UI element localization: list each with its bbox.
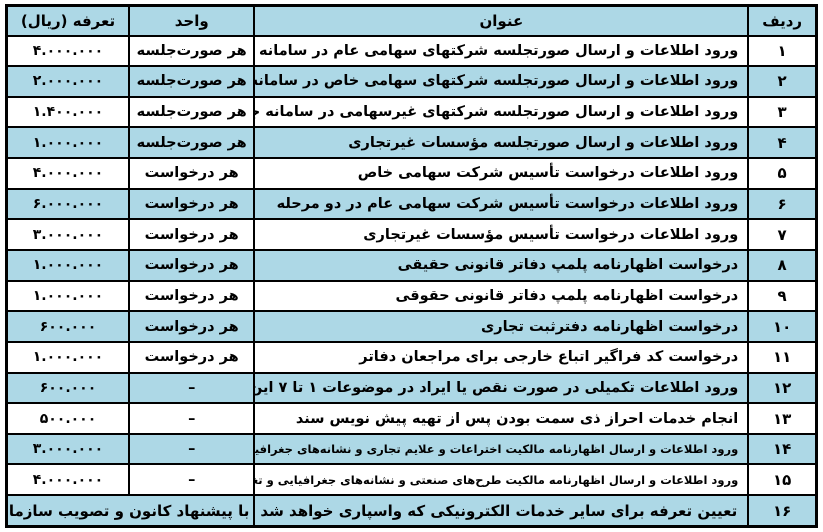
tariff-cell: ۱.۰۰۰.۰۰۰ xyxy=(5,126,130,160)
row-number-cell: ۷ xyxy=(747,218,818,251)
title-cell: ورود اطلاعات درخواست تأسیس شرکت سهامی خا… xyxy=(253,157,750,190)
title-cell: ورود اطلاعات و ارسال صورتجلسه شرکتهای سه… xyxy=(253,34,750,68)
row-number-cell: ۱۳ xyxy=(747,402,818,435)
unit-cell: – xyxy=(127,432,256,466)
tariff-cell: ۱.۴۰۰.۰۰۰ xyxy=(5,95,130,129)
title-cell: ورود اطلاعات و ارسال اظهارنامه مالکیت اخ… xyxy=(253,432,750,466)
tariff-cell: ۴.۰۰۰.۰۰۰ xyxy=(5,34,130,68)
tariff-table: ردیف عنوان واحد تعرفه (ریال) ۱ ورود اطلاع… xyxy=(5,4,818,528)
row-number-cell: ۶ xyxy=(747,187,818,221)
row-number-cell: ۱۰ xyxy=(747,310,818,343)
title-cell: تعیین تعرفه برای سایر خدمات الکترونیکی ک… xyxy=(253,494,750,528)
table-body: ۱ ورود اطلاعات و ارسال صورتجلسه شرکتهای س… xyxy=(5,34,818,528)
tariff-cell: ۲.۰۰۰.۰۰۰ xyxy=(5,65,130,98)
table-header-row: ردیف عنوان واحد تعرفه (ریال) xyxy=(5,4,818,37)
table-row: ۱۵ ورود اطلاعات و ارسال اظهارنامه مالکیت … xyxy=(5,463,818,497)
row-number-cell: ۱۲ xyxy=(747,371,818,405)
row-number-cell: ۱۱ xyxy=(747,340,818,374)
title-cell: ورود اطلاعات تکمیلی در صورت نقص یا ایراد… xyxy=(253,371,750,405)
table-row: ۱۱ درخواست کد فراگیر اتباع خارجی برای مرا… xyxy=(5,340,818,374)
table-row: ۴ ورود اطلاعات و ارسال صورتجلسه مؤسسات غی… xyxy=(5,126,818,160)
unit-cell: هر درخواست xyxy=(127,248,256,282)
title-cell: درخواست اظهارنامه پلمپ دفاتر قانونی حقیق… xyxy=(253,248,750,282)
row-number-cell: ۱۶ xyxy=(747,494,818,528)
header-row-number: ردیف xyxy=(747,4,818,37)
table-row: ۱۳ انجام خدمات احراز ذی سمت بودن پس از ته… xyxy=(5,402,818,435)
unit-cell: هر صورت‌جلسه xyxy=(127,65,256,98)
table-row: ۱۰ درخواست اظهارنامه دفترثبت تجاری هر درخو… xyxy=(5,310,818,343)
unit-cell: هر درخواست xyxy=(127,187,256,221)
table-row: ۷ ورود اطلاعات درخواست تأسیس مؤسسات غیرتج… xyxy=(5,218,818,251)
title-cell: ورود اطلاعات و ارسال صورتجلسه شرکتهای غی… xyxy=(253,95,750,129)
tariff-cell: ۶.۰۰۰.۰۰۰ xyxy=(5,187,130,221)
title-cell: درخواست کد فراگیر اتباع خارجی برای مراجع… xyxy=(253,340,750,374)
tariff-cell: ۵۰۰.۰۰۰ xyxy=(5,402,130,435)
title-cell: ورود اطلاعات و ارسال اظهارنامه مالکیت طر… xyxy=(253,463,750,497)
row-number-cell: ۱۴ xyxy=(747,432,818,466)
row-number-cell: ۹ xyxy=(747,279,818,313)
unit-cell: هر صورت‌جلسه xyxy=(127,34,256,68)
title-cell: ورود اطلاعات درخواست تأسیس مؤسسات غیرتجا… xyxy=(253,218,750,251)
unit-cell: هر درخواست xyxy=(127,279,256,313)
title-cell: درخواست اظهارنامه دفترثبت تجاری xyxy=(253,310,750,343)
tariff-cell: ۱.۰۰۰.۰۰۰ xyxy=(5,340,130,374)
table-row: ۳ ورود اطلاعات و ارسال صورتجلسه شرکتهای غ… xyxy=(5,95,818,129)
tariff-cell: ۳.۰۰۰.۰۰۰ xyxy=(5,432,130,466)
unit-cell: هر درخواست xyxy=(127,157,256,190)
header-tariff: تعرفه (ریال) xyxy=(5,4,130,37)
unit-cell: – xyxy=(127,371,256,405)
row-number-cell: ۵ xyxy=(747,157,818,190)
row-number-cell: ۲ xyxy=(747,65,818,98)
unit-cell: – xyxy=(127,402,256,435)
table-row: ۹ درخواست اظهارنامه پلمپ دفاتر قانونی حقو… xyxy=(5,279,818,313)
unit-cell: هر صورت‌جلسه xyxy=(127,126,256,160)
table-row: ۱۶ تعیین تعرفه برای سایر خدمات الکترونیکی… xyxy=(5,494,818,528)
tariff-cell: ۱.۰۰۰.۰۰۰ xyxy=(5,248,130,282)
title-cell: ورود اطلاعات درخواست تأسیس شرکت سهامی عا… xyxy=(253,187,750,221)
unit-cell: هر درخواست xyxy=(127,340,256,374)
table-row: ۵ ورود اطلاعات درخواست تأسیس شرکت سهامی خ… xyxy=(5,157,818,190)
unit-cell: هر صورت‌جلسه xyxy=(127,95,256,129)
row-number-cell: ۱۵ xyxy=(747,463,818,497)
title-cell: انجام خدمات احراز ذی سمت بودن پس از تهیه… xyxy=(253,402,750,435)
table-row: ۶ ورود اطلاعات درخواست تأسیس شرکت سهامی ع… xyxy=(5,187,818,221)
unit-cell: هر درخواست xyxy=(127,218,256,251)
unit-cell: – xyxy=(127,463,256,497)
tariff-cell: ۴.۰۰۰.۰۰۰ xyxy=(5,463,130,497)
table-row: ۲ ورود اطلاعات و ارسال صورتجلسه شرکتهای س… xyxy=(5,65,818,98)
title-cell: درخواست اظهارنامه پلمپ دفاتر قانونی حقوق… xyxy=(253,279,750,313)
unit-cell: هر درخواست xyxy=(127,310,256,343)
table-row: ۸ درخواست اظهارنامه پلمپ دفاتر قانونی حقی… xyxy=(5,248,818,282)
table-row: ۱۴ ورود اطلاعات و ارسال اظهارنامه مالکیت … xyxy=(5,432,818,466)
tariff-cell: ۶۰۰.۰۰۰ xyxy=(5,371,130,405)
tariff-cell: ۶۰۰.۰۰۰ xyxy=(5,310,130,343)
tariff-cell: ۴.۰۰۰.۰۰۰ xyxy=(5,157,130,190)
tariff-cell: ۱.۰۰۰.۰۰۰ xyxy=(5,279,130,313)
title-cell: ورود اطلاعات و ارسال صورتجلسه مؤسسات غیر… xyxy=(253,126,750,160)
header-unit: واحد xyxy=(127,4,256,37)
row-number-cell: ۳ xyxy=(747,95,818,129)
row-number-cell: ۱ xyxy=(747,34,818,68)
row-number-cell: ۸ xyxy=(747,248,818,282)
tariff-cell: ۳.۰۰۰.۰۰۰ xyxy=(5,218,130,251)
row-number-cell: ۴ xyxy=(747,126,818,160)
title-cell: ورود اطلاعات و ارسال صورتجلسه شرکتهای سه… xyxy=(253,65,750,98)
header-title: عنوان xyxy=(253,4,750,37)
table-row: ۱۲ ورود اطلاعات تکمیلی در صورت نقص یا ایر… xyxy=(5,371,818,405)
approval-note-cell: با پیشنهاد کانون و تصویب سازمان ثبت xyxy=(5,494,256,528)
table-row: ۱ ورود اطلاعات و ارسال صورتجلسه شرکتهای س… xyxy=(5,34,818,68)
